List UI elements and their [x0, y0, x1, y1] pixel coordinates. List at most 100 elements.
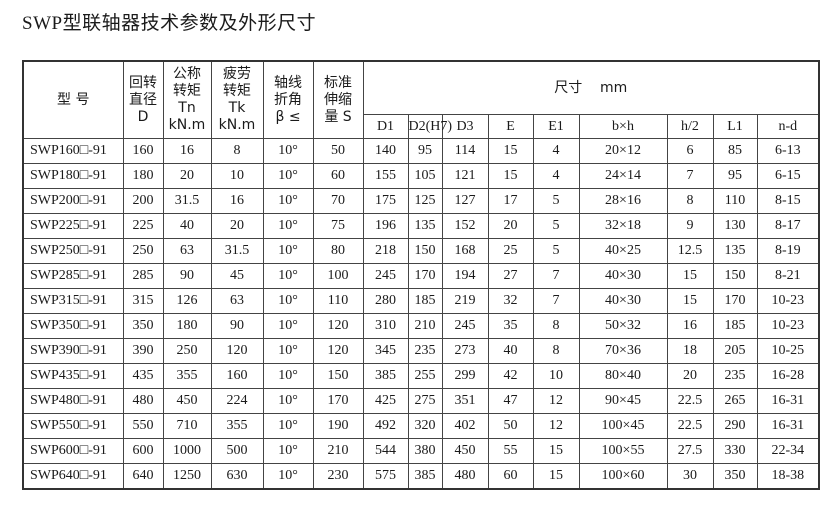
value-cell: 120 — [210, 338, 264, 364]
value-cell: 1250 — [162, 463, 212, 490]
value-cell: 40×25 — [578, 238, 668, 264]
value-cell: 425 — [362, 388, 409, 414]
value-cell: 8 — [666, 188, 714, 214]
table-row: SWP225□-91 225 40 20 10° 75 196 135 152 20 5 32×18 9… — [22, 213, 820, 239]
value-cell: 18-38 — [756, 463, 820, 490]
value-cell: 450 — [162, 388, 212, 414]
value-cell: 245 — [362, 263, 409, 289]
header-dim-col: D3 — [441, 114, 489, 139]
value-cell: 550 — [122, 413, 164, 439]
value-cell: 630 — [210, 463, 264, 490]
value-cell: 9 — [666, 213, 714, 239]
header-fatigue-torque: 疲劳 转矩 Tk kN.m — [210, 60, 264, 139]
value-cell: 150 — [712, 263, 758, 289]
value-cell: 80×40 — [578, 363, 668, 389]
value-cell: 299 — [441, 363, 489, 389]
table-row: SWP550□-91 550 710 355 10° 190 492 320 402 50 12 10… — [22, 413, 820, 439]
value-cell: 20 — [666, 363, 714, 389]
page-title: SWP型联轴器技术参数及外形尺寸 — [22, 13, 317, 34]
header-nominal-torque: 公称 转矩 Tn kN.m — [162, 60, 212, 139]
value-cell: 10-23 — [756, 313, 820, 339]
table-row: SWP250□-91 250 63 31.5 10° 80 218 150 168 25 5 40×2… — [22, 238, 820, 264]
value-cell: 4 — [532, 138, 580, 164]
header-model: 型 号 — [22, 60, 124, 139]
header-dim-col: b×h — [578, 114, 668, 139]
value-cell: 105 — [407, 163, 443, 189]
value-cell: 135 — [712, 238, 758, 264]
value-cell: 127 — [441, 188, 489, 214]
header-dim-col: E1 — [532, 114, 580, 139]
value-cell: 4 — [532, 163, 580, 189]
value-cell: 95 — [712, 163, 758, 189]
value-cell: 135 — [407, 213, 443, 239]
value-cell: 10 — [532, 363, 580, 389]
table-row: SWP480□-91 480 450 224 10° 170 425 275 351 47 12 90… — [22, 388, 820, 414]
value-cell: 20×12 — [578, 138, 668, 164]
model-cell: SWP435□-91 — [22, 363, 124, 389]
header-dim-col: E — [487, 114, 534, 139]
value-cell: 126 — [162, 288, 212, 314]
value-cell: 22.5 — [666, 413, 714, 439]
value-cell: 385 — [362, 363, 409, 389]
value-cell: 10° — [262, 138, 314, 164]
value-cell: 10° — [262, 163, 314, 189]
value-cell: 210 — [407, 313, 443, 339]
value-cell: 175 — [362, 188, 409, 214]
value-cell: 250 — [162, 338, 212, 364]
model-cell: SWP250□-91 — [22, 238, 124, 264]
model-cell: SWP315□-91 — [22, 288, 124, 314]
value-cell: 390 — [122, 338, 164, 364]
value-cell: 63 — [210, 288, 264, 314]
value-cell: 31.5 — [210, 238, 264, 264]
value-cell: 114 — [441, 138, 489, 164]
value-cell: 90 — [210, 313, 264, 339]
value-cell: 20 — [162, 163, 212, 189]
value-cell: 120 — [312, 313, 364, 339]
value-cell: 10° — [262, 338, 314, 364]
value-cell: 50×32 — [578, 313, 668, 339]
value-cell: 152 — [441, 213, 489, 239]
header-stretch: 标准 伸缩量 S — [312, 60, 364, 139]
value-cell: 710 — [162, 413, 212, 439]
value-cell: 55 — [487, 438, 534, 464]
header-dim-col: D2(H7) — [407, 114, 452, 139]
value-cell: 20 — [210, 213, 264, 239]
value-cell: 10° — [262, 438, 314, 464]
spec-table: 型 号 回转 直径 D 公称 转矩 Tn kN.m 疲劳 转矩 Tk kN.m 轴线 折角 β ≤ … — [22, 60, 821, 490]
value-cell: 70×36 — [578, 338, 668, 364]
value-cell: 155 — [362, 163, 409, 189]
value-cell: 85 — [712, 138, 758, 164]
value-cell: 100×45 — [578, 413, 668, 439]
value-cell: 28×16 — [578, 188, 668, 214]
value-cell: 18 — [666, 338, 714, 364]
table-row: SWP640□-91 640 1250 630 10° 230 575 385 480 60 15 1… — [22, 463, 820, 490]
value-cell: 180 — [122, 163, 164, 189]
value-cell: 110 — [312, 288, 364, 314]
value-cell: 140 — [362, 138, 409, 164]
table-row: SWP285□-91 285 90 45 10° 100 245 170 194 27 7 40×30… — [22, 263, 820, 289]
value-cell: 185 — [712, 313, 758, 339]
value-cell: 8-17 — [756, 213, 820, 239]
value-cell: 544 — [362, 438, 409, 464]
model-cell: SWP390□-91 — [22, 338, 124, 364]
model-cell: SWP350□-91 — [22, 313, 124, 339]
value-cell: 160 — [122, 138, 164, 164]
value-cell: 110 — [712, 188, 758, 214]
value-cell: 60 — [312, 163, 364, 189]
value-cell: 480 — [441, 463, 489, 490]
value-cell: 45 — [210, 263, 264, 289]
value-cell: 75 — [312, 213, 364, 239]
value-cell: 50 — [487, 413, 534, 439]
value-cell: 355 — [162, 363, 212, 389]
value-cell: 6 — [666, 138, 714, 164]
value-cell: 7 — [532, 263, 580, 289]
value-cell: 280 — [362, 288, 409, 314]
value-cell: 219 — [441, 288, 489, 314]
value-cell: 16 — [210, 188, 264, 214]
value-cell: 310 — [362, 313, 409, 339]
value-cell: 5 — [532, 238, 580, 264]
value-cell: 17 — [487, 188, 534, 214]
value-cell: 12 — [532, 413, 580, 439]
value-cell: 50 — [312, 138, 364, 164]
table-row: SWP600□-91 600 1000 500 10° 210 544 380 450 55 15 1… — [22, 438, 820, 464]
